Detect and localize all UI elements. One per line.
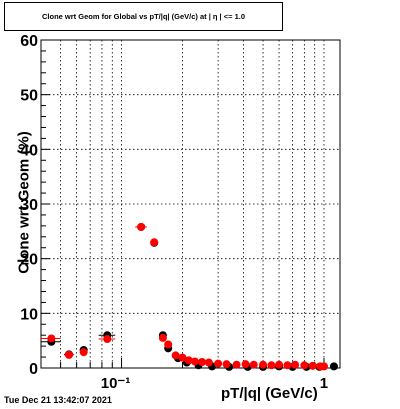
data-point xyxy=(204,358,213,367)
data-point xyxy=(79,348,88,357)
data-point xyxy=(249,360,258,369)
data-point xyxy=(190,357,199,366)
data-point xyxy=(184,356,193,365)
data-point xyxy=(178,353,187,362)
grid-lines xyxy=(40,39,340,369)
y-tick-label: 60 xyxy=(20,33,38,50)
x-tick-label: 1 xyxy=(320,375,328,392)
data-point xyxy=(164,340,173,349)
tick-labels: 0 10 20 30 40 50 60 10⁻¹ 1 xyxy=(20,33,328,392)
y-tick-label: 40 xyxy=(20,142,38,159)
data-point xyxy=(171,351,180,360)
data-point xyxy=(214,359,223,368)
data-point xyxy=(158,333,167,342)
data-point xyxy=(64,350,73,359)
data-point xyxy=(308,361,317,370)
data-point xyxy=(103,335,112,344)
y-tick-label: 30 xyxy=(20,197,38,214)
footer-timestamp: Tue Dec 21 13:42:07 2021 xyxy=(4,395,112,405)
data-series xyxy=(41,222,338,371)
data-point xyxy=(232,360,241,369)
y-axis-label: Clone wrt Geom (%) xyxy=(15,131,33,274)
data-point xyxy=(137,222,146,231)
x-tick-label: 10⁻¹ xyxy=(101,375,131,392)
data-point xyxy=(275,360,284,369)
data-point xyxy=(300,361,309,370)
series-1 xyxy=(41,222,328,371)
x-axis-label: pT/|q| (GeV/c) xyxy=(221,385,318,402)
data-point xyxy=(319,362,328,371)
data-point xyxy=(241,360,250,369)
y-tick-label: 50 xyxy=(20,88,38,105)
data-point xyxy=(267,361,276,370)
data-point xyxy=(47,334,56,343)
data-point xyxy=(259,360,268,369)
data-point xyxy=(291,360,300,369)
data-point xyxy=(329,362,338,371)
data-point xyxy=(222,360,231,369)
y-tick-label: 20 xyxy=(20,252,38,269)
y-tick-label: 10 xyxy=(20,306,38,323)
y-tick-label: 0 xyxy=(29,361,38,378)
data-point xyxy=(283,361,292,370)
data-point xyxy=(198,357,207,366)
data-point xyxy=(150,238,159,247)
chart-title: Clone wrt Geom for Global vs pT/|q| (GeV… xyxy=(4,2,283,31)
